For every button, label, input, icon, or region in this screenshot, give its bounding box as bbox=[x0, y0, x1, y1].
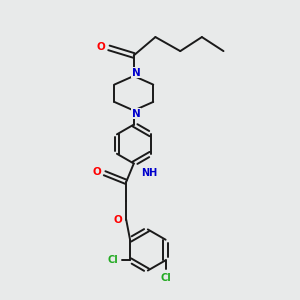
Text: N: N bbox=[132, 68, 140, 78]
Text: O: O bbox=[93, 167, 101, 177]
Text: N: N bbox=[132, 109, 140, 119]
Text: Cl: Cl bbox=[160, 272, 171, 283]
Text: NH: NH bbox=[141, 168, 157, 178]
Text: O: O bbox=[113, 215, 122, 225]
Text: O: O bbox=[97, 42, 106, 52]
Text: Cl: Cl bbox=[107, 255, 118, 265]
